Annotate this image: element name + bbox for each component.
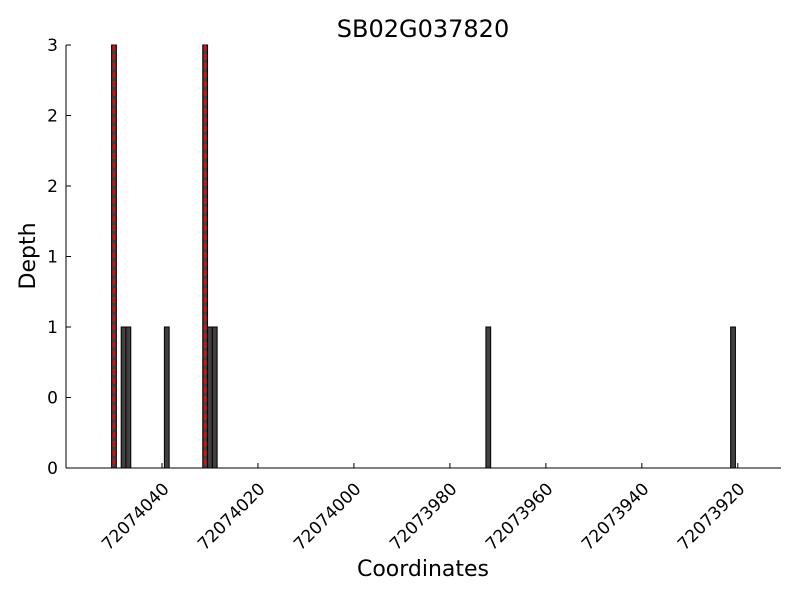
y-tick-label: 1 (47, 318, 58, 338)
bar (120, 326, 127, 469)
bar (125, 326, 132, 469)
x-axis-title: Coordinates (357, 557, 489, 582)
y-tick-label: 2 (47, 107, 58, 127)
y-tick-label: 2 (47, 177, 58, 197)
y-tick-label: 3 (47, 36, 58, 56)
bar (163, 326, 170, 469)
bar (730, 326, 736, 469)
bar (211, 326, 218, 469)
y-tick-label: 0 (47, 459, 58, 479)
y-axis-title: Depth (16, 222, 41, 289)
bar (485, 326, 492, 469)
chart-title: SB02G037820 (337, 15, 509, 43)
bar (207, 326, 213, 469)
y-tick-label: 1 (47, 248, 58, 268)
y-tick-label: 0 (47, 389, 58, 409)
